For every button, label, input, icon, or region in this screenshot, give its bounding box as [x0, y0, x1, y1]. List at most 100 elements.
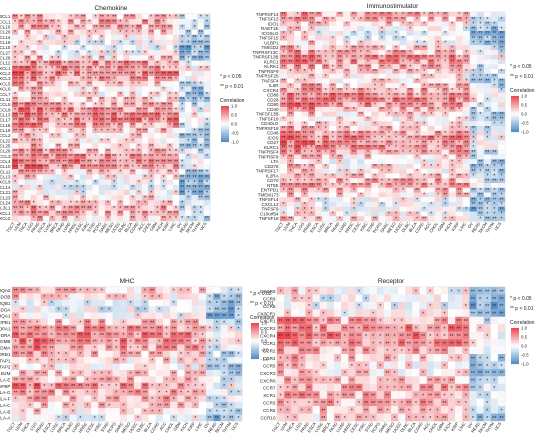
heatmap-cell — [12, 184, 19, 190]
heatmap-cell — [36, 86, 43, 92]
significance-mark: * — [45, 159, 48, 165]
heatmap-cell — [203, 122, 211, 128]
heatmap-cell — [197, 81, 204, 87]
significance-mark: ** — [62, 149, 67, 155]
significance-mark: * — [181, 164, 184, 170]
significance-mark: ** — [192, 56, 197, 62]
significance-mark: * — [51, 56, 54, 62]
heatmap-cell — [18, 107, 25, 113]
heatmap-cell — [185, 81, 192, 87]
heatmap-cell — [61, 127, 68, 134]
significance-mark: ** — [93, 25, 98, 31]
heatmap-cell — [92, 169, 99, 175]
significance-mark: ** — [87, 170, 92, 176]
heatmap-cell — [154, 70, 161, 77]
significance-mark: ** — [32, 149, 37, 155]
heatmap-cell — [129, 112, 136, 118]
heatmap-cell — [203, 34, 211, 40]
heatmap-cell — [80, 133, 87, 139]
heatmap-cell — [73, 133, 81, 139]
heatmap-cell — [123, 184, 130, 190]
heatmap-cell — [441, 121, 449, 127]
significance-mark: ** — [81, 159, 86, 165]
heatmap-cell — [24, 65, 31, 71]
heatmap-cell — [336, 16, 344, 22]
heatmap-cell — [154, 195, 161, 201]
heatmap-cell — [24, 86, 31, 92]
heatmap-cell — [24, 158, 31, 165]
heatmap-cell — [49, 76, 56, 82]
heatmap-cell — [385, 197, 393, 203]
significance-mark: * — [200, 82, 203, 88]
heatmap-cell — [185, 55, 192, 61]
heatmap-cell — [30, 24, 37, 30]
significance-mark: ** — [25, 159, 30, 165]
heatmap-cell — [179, 195, 186, 201]
heatmap-cell — [364, 187, 372, 193]
row-label: XCL2 — [0, 216, 11, 221]
heatmap-cell — [185, 60, 192, 66]
significance-mark: ** — [192, 40, 197, 46]
significance-mark: ** — [124, 25, 129, 31]
significance-mark: ** — [56, 154, 61, 160]
heatmap-cell — [160, 39, 167, 46]
heatmap-cell — [12, 127, 19, 134]
heatmap-cell — [42, 179, 50, 185]
row-label: CCL16 — [0, 24, 11, 29]
heatmap-cell — [104, 133, 112, 139]
significance-mark: ** — [13, 128, 18, 134]
heatmap-cell — [357, 121, 365, 127]
heatmap-cell — [371, 202, 379, 207]
heatmap-cell — [67, 215, 74, 222]
heatmap-cell — [166, 184, 173, 190]
heatmap-cell — [160, 29, 167, 35]
heatmap-cell — [12, 143, 19, 149]
heatmap-cell — [336, 26, 344, 32]
heatmap-cell — [61, 91, 68, 97]
heatmap-cell — [455, 45, 463, 51]
heatmap-cell — [322, 35, 330, 41]
significance-mark: * — [39, 77, 42, 83]
heatmap-cell — [197, 148, 204, 154]
significance-mark: * — [175, 154, 178, 160]
heatmap-cell — [92, 29, 99, 35]
heatmap-cell — [73, 195, 81, 201]
significance-mark: ** — [180, 14, 185, 20]
heatmap-cell — [104, 189, 112, 196]
heatmap-cell — [154, 112, 161, 118]
heatmap-cell — [154, 179, 161, 185]
heatmap-cell — [76, 306, 84, 313]
significance-mark: ** — [124, 102, 129, 108]
significance-mark: ** — [106, 77, 111, 83]
heatmap-cell — [104, 96, 112, 103]
heatmap-cell — [36, 133, 43, 139]
significance-mark: ** — [205, 56, 210, 62]
heatmap-cell — [129, 200, 136, 206]
heatmap-cell — [191, 293, 199, 300]
significance-mark: ** — [32, 25, 37, 31]
significance-mark: ** — [100, 71, 105, 77]
significance-mark: ** — [485, 216, 489, 222]
column-label: UCS — [199, 221, 208, 231]
heatmap-cell — [67, 158, 74, 165]
heatmap-cell — [160, 81, 167, 87]
significance-mark: * — [150, 14, 153, 20]
heatmap-cell — [55, 55, 62, 61]
legend-tick: 0.0 — [231, 122, 238, 127]
heatmap-cell — [24, 107, 31, 113]
heatmap-cell — [12, 34, 19, 40]
significance-mark: ** — [50, 77, 55, 83]
significance-mark: ** — [32, 159, 37, 165]
heatmap-cell — [350, 159, 358, 165]
heatmap-cell — [117, 86, 124, 92]
heatmap-cell — [170, 306, 178, 313]
heatmap-cell — [129, 127, 136, 134]
heatmap-cell — [61, 86, 68, 92]
significance-mark: ** — [137, 25, 142, 31]
heatmap-cell — [129, 122, 136, 128]
heatmap-cell — [67, 24, 74, 30]
heatmap-cell — [420, 197, 428, 203]
row-label: CCL7 — [0, 92, 11, 97]
heatmap-cell — [427, 121, 435, 127]
heatmap-cell — [129, 138, 136, 144]
